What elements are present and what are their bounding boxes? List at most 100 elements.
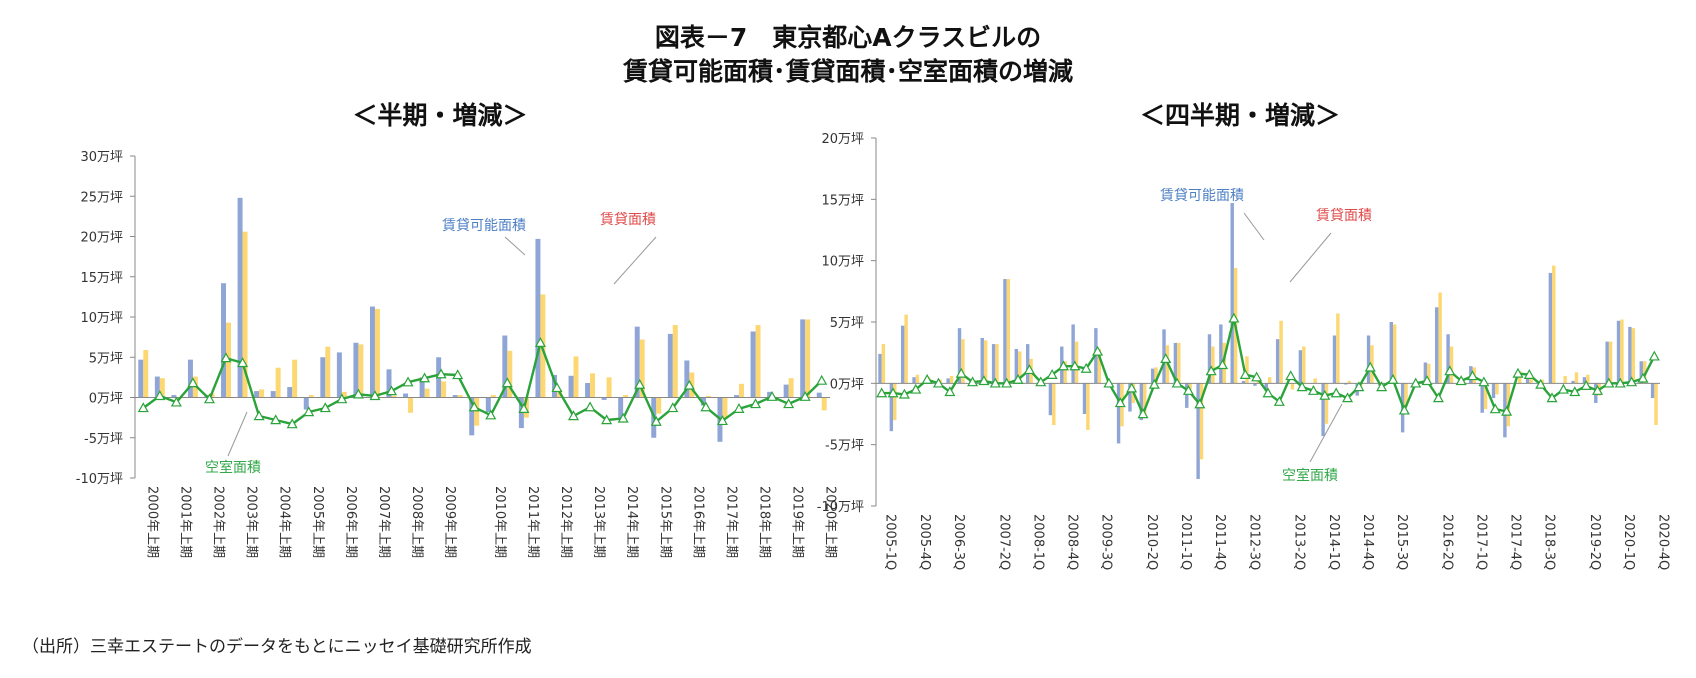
right-bar-available: [1253, 383, 1257, 386]
right-bar-available: [1219, 324, 1223, 384]
left-bar-leased: [259, 389, 265, 398]
right-vacant-marker: [1285, 370, 1297, 381]
left-x-tick-label: 2019年上期: [790, 486, 805, 558]
right-vacant-marker: [1421, 375, 1433, 386]
right-vacant-marker: [1160, 353, 1172, 363]
left-bar-leased: [292, 359, 298, 398]
right-bar-available: [1298, 350, 1303, 384]
left-vacant-marker: [286, 418, 298, 429]
left-x-tick-label: 2001年上期: [177, 486, 192, 558]
left-vacant-marker: [501, 377, 513, 388]
right-bar-available: [1639, 361, 1643, 384]
right-bar-leased: [1620, 319, 1624, 384]
right-bar-leased: [983, 340, 988, 384]
left-bar-leased: [391, 395, 397, 398]
right-bar-leased: [1336, 313, 1340, 384]
left-bar-available: [469, 397, 475, 436]
right-bar-available: [1264, 383, 1268, 390]
right-vacant-marker: [1239, 369, 1251, 379]
right-bar-leased: [1529, 377, 1533, 384]
right-y-tick-label: 10万坪: [821, 255, 864, 270]
left-bar-available: [767, 391, 773, 398]
right-bar-available: [1082, 383, 1087, 414]
right-bar-leased: [1052, 383, 1056, 426]
left-bar-leased: [722, 397, 728, 419]
left-annotation-available: 賃貸可能面積: [442, 218, 526, 234]
left-x-tick-label: 2015年上期: [657, 486, 672, 558]
right-bar-leased: [995, 344, 999, 384]
right-bar-available: [1582, 377, 1587, 384]
left-arrow-available: [504, 236, 526, 256]
right-y-tick-label: -10万坪: [817, 500, 864, 515]
right-vacant-marker: [1478, 376, 1490, 387]
right-bar-leased: [1199, 383, 1204, 460]
right-vacant-marker: [1046, 369, 1058, 379]
left-bar-available: [684, 360, 690, 398]
left-vacant-marker: [270, 414, 282, 425]
left-bar-leased: [755, 325, 761, 398]
right-vacant-marker: [921, 373, 933, 384]
right-vacant-marker: [898, 388, 910, 399]
left-x-tick-label: 2020年上期: [823, 486, 838, 558]
left-y-tick-label: -10万坪: [76, 472, 123, 487]
left-bar-leased: [507, 350, 513, 398]
right-vacant-marker: [1546, 392, 1558, 403]
left-vacant-marker: [783, 398, 795, 409]
left-annotation-leased: 賃貸面積: [600, 212, 656, 228]
right-bar-available: [1230, 203, 1234, 384]
left-bar-available: [750, 331, 756, 398]
left-vacant-marker: [187, 377, 199, 388]
left-vacant-marker: [716, 415, 728, 426]
right-vacant-marker: [887, 387, 899, 398]
left-vacant-marker: [799, 390, 811, 401]
left-x-tick-label: 2006年上期: [343, 486, 358, 558]
right-x-tick-label: 2016-2Q: [1439, 514, 1454, 570]
left-x-tick-label: 2007年上期: [376, 486, 391, 558]
left-bar-available: [336, 352, 342, 398]
left-vacant-marker: [402, 376, 414, 387]
right-x-tick-label: 2013-2Q: [1292, 514, 1307, 570]
left-bar-leased: [143, 350, 149, 398]
left-vacant-marker: [352, 388, 364, 399]
left-bar-leased: [242, 231, 248, 398]
left-vacant-marker: [584, 401, 596, 412]
right-bar-leased: [1404, 383, 1408, 407]
right-bar-available: [1048, 383, 1053, 416]
right-vacant-marker: [1467, 370, 1479, 381]
left-x-tick-label: 2010年上期: [492, 486, 507, 558]
right-vacant-marker: [944, 386, 956, 397]
right-vacant-marker: [1194, 398, 1206, 409]
figure-title-line1: 図表－7 東京都心Aクラスビルの: [654, 23, 1042, 52]
right-x-tick-label: 2011-4Q: [1212, 514, 1227, 570]
right-chart-subtitle: ＜四半期・増減＞: [1139, 101, 1340, 130]
left-bar-available: [485, 397, 491, 412]
right-bar-available: [912, 377, 916, 384]
right-vacant-marker: [1262, 387, 1274, 398]
right-x-tick-label: 2005-4Q: [917, 514, 932, 570]
left-vacant-marker: [733, 403, 745, 413]
left-bar-leased: [805, 319, 811, 398]
left-vacant-marker: [700, 401, 712, 412]
right-bar-leased: [961, 339, 965, 384]
right-bar-available: [1616, 320, 1621, 384]
left-vacant-marker: [485, 409, 497, 420]
right-bar-leased: [1552, 265, 1556, 384]
left-x-tick-label: 2002年上期: [210, 486, 225, 558]
right-vacant-marker: [910, 383, 922, 394]
left-vacant-marker: [419, 372, 431, 383]
left-bar-leased: [308, 395, 314, 398]
left-y-tick-label: -5万坪: [84, 432, 123, 447]
right-bar-leased: [1097, 348, 1101, 384]
right-vacant-marker: [1512, 367, 1524, 378]
right-x-tick-label: 2020-1Q: [1621, 514, 1636, 570]
right-vacant-marker: [1455, 375, 1467, 386]
right-vacant-marker: [1001, 377, 1013, 388]
right-bar-available: [1344, 383, 1348, 385]
right-annotation-leased: 賃貸面積: [1316, 208, 1372, 224]
right-vacant-marker: [1182, 384, 1194, 395]
right-bar-available: [1548, 272, 1553, 384]
right-x-tick-label: 2007-2Q: [996, 514, 1011, 570]
left-bar-available: [254, 391, 260, 398]
right-bar-available: [889, 383, 894, 432]
left-arrow-leased: [613, 236, 657, 285]
